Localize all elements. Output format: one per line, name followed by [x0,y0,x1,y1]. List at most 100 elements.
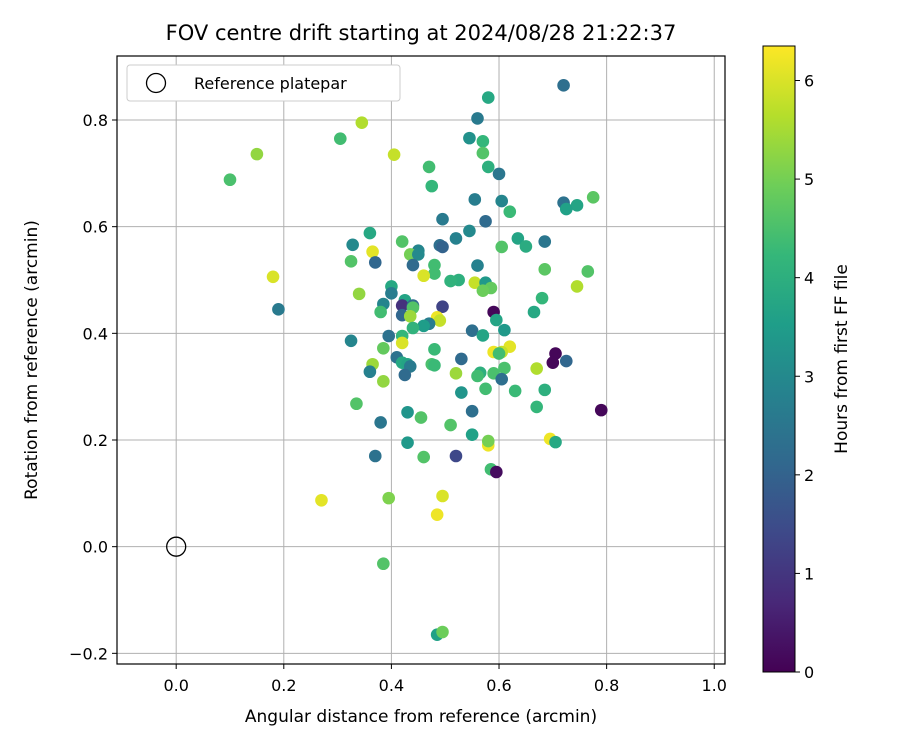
chart-title: FOV centre drift starting at 2024/08/28 … [166,21,677,45]
data-point [481,91,495,104]
data-point [315,493,328,507]
colorbar-tick-label: 1 [804,564,814,583]
x-tick-label: 0.4 [379,676,404,695]
colorbar-tick-label: 2 [804,466,814,485]
data-point [538,263,552,276]
data-point [557,79,570,92]
y-tick-label: 0.2 [83,431,108,450]
data-point [549,435,562,449]
data-point [449,367,463,380]
colorbar-ticks: 0 1 2 3 4 5 6 [795,72,814,682]
data-point [436,300,449,313]
colorbar-gradient [762,45,796,673]
x-axis-ticks: 0.0 0.2 0.4 0.6 0.8 1.0 [163,664,727,695]
data-point [594,403,608,417]
y-tick-label: 0.0 [83,538,108,557]
y-axis-label: Rotation from reference (arcmin) [22,220,42,500]
data-point [463,224,476,238]
data-point [476,329,490,342]
data-point [492,347,506,360]
data-point [535,291,549,305]
reference-marker-group [166,536,187,557]
data-point [398,368,412,382]
data-point [401,405,414,419]
data-point [417,450,430,464]
data-point [559,354,573,368]
data-point [468,276,482,289]
data-point [449,449,463,463]
x-tick-label: 1.0 [702,676,727,695]
data-point [223,173,237,187]
data-point [377,557,390,571]
data-point [471,259,484,272]
data-point [428,359,441,372]
data-point [449,232,463,245]
data-point [455,386,468,399]
data-point [465,428,479,441]
data-point [586,191,600,204]
data-point [382,491,396,505]
data-point [417,319,430,333]
data-point [465,324,479,337]
data-point [352,287,366,301]
data-point [538,383,552,397]
data-point [368,256,382,269]
data-point [479,215,492,228]
data-point [377,341,390,355]
data-point [508,384,522,398]
data-point [481,434,495,448]
data-point [546,356,560,369]
data-point [527,305,541,319]
colorbar: 0 1 2 3 4 5 6 Hours from first FF file [762,45,852,682]
data-point [401,436,414,449]
data-point [570,280,584,293]
data-point [414,411,428,424]
data-point [581,265,595,278]
y-tick-label: −0.2 [69,644,108,663]
data-point [495,194,509,208]
data-point [479,382,492,396]
data-point [395,235,409,248]
data-point [436,212,449,226]
data-point [570,199,584,212]
data-point [530,400,543,414]
y-tick-label: 0.8 [83,111,108,130]
data-point [346,238,359,252]
data-point [412,248,425,261]
data-point [436,240,449,254]
x-tick-label: 0.2 [271,676,296,695]
data-point [511,232,525,245]
data-point [433,314,447,327]
data-point [436,625,449,639]
data-point [406,258,420,272]
x-tick-label: 0.6 [486,676,511,695]
data-point [363,365,377,379]
data-point [377,375,390,388]
y-tick-label: 0.4 [83,324,108,343]
legend-reference-marker [145,72,167,94]
data-point [490,465,503,479]
data-point [355,116,369,129]
data-point [366,245,379,259]
data-point [395,299,409,312]
data-point [492,167,506,181]
data-point [374,416,387,429]
data-point [490,313,503,327]
data-point [476,135,490,148]
data-point [425,179,439,193]
data-point [250,147,264,161]
data-point [455,352,468,366]
data-point [498,361,511,375]
data-point [471,369,484,383]
data-point [495,240,509,254]
data-point [538,235,552,248]
data-point [468,193,482,206]
colorbar-tick-label: 3 [804,367,814,386]
data-point [344,255,358,268]
data-point [476,284,490,297]
colorbar-tick-label: 5 [804,170,814,189]
data-point [417,269,430,283]
data-point [481,160,495,174]
data-point [406,321,420,335]
